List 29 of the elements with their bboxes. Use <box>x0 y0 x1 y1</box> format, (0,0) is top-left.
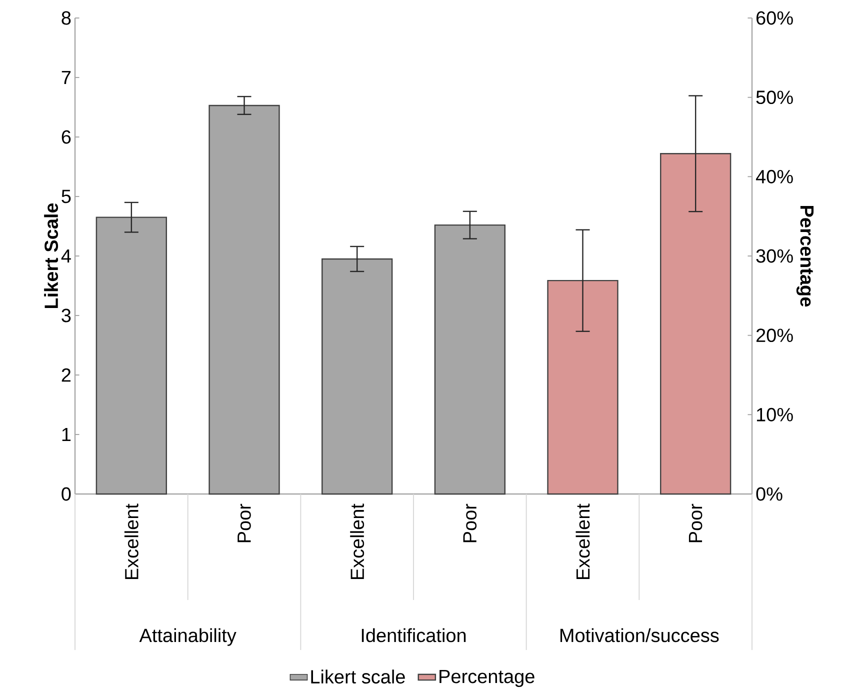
y-tick-label: 7 <box>62 70 71 84</box>
y-tick-label: 8 <box>62 11 71 25</box>
x-tick-label: Excellent <box>124 504 138 580</box>
legend-label: Likert scale <box>311 670 405 684</box>
y-tick-label: 0 <box>62 487 71 501</box>
y-tick-label: 1 <box>62 428 71 442</box>
y2-tick-label: 40% <box>756 170 793 184</box>
y2-tick-label: 60% <box>756 11 793 25</box>
y2-tick-label: 0% <box>756 487 782 501</box>
y2-tick-label: 50% <box>756 90 793 104</box>
x-tick-label: Poor <box>688 504 702 542</box>
y2-tick-label: 10% <box>756 408 793 422</box>
y-tick-label: 5 <box>62 190 71 204</box>
text: Attainability <box>139 628 236 646</box>
y-tick-label: 3 <box>62 308 71 322</box>
y-tick-label: 6 <box>62 130 71 144</box>
y2-tick-label: 20% <box>756 328 793 342</box>
y-tick-label: 2 <box>62 368 71 382</box>
y2-axis-title: Percentage <box>796 206 814 307</box>
text: Motivation/success <box>560 628 719 642</box>
x-tick-label: Poor <box>463 504 477 542</box>
x-tick-label: Excellent <box>576 504 590 580</box>
y-axis-title: Likert Scale <box>44 203 58 308</box>
text: Identification <box>362 628 466 642</box>
y2-tick-label: 30% <box>756 249 793 263</box>
x-tick-label: Poor <box>238 504 251 542</box>
legend-label: Percentage <box>440 670 534 687</box>
y-tick-label: 4 <box>61 249 71 263</box>
x-tick-label: Excellent <box>350 504 364 580</box>
